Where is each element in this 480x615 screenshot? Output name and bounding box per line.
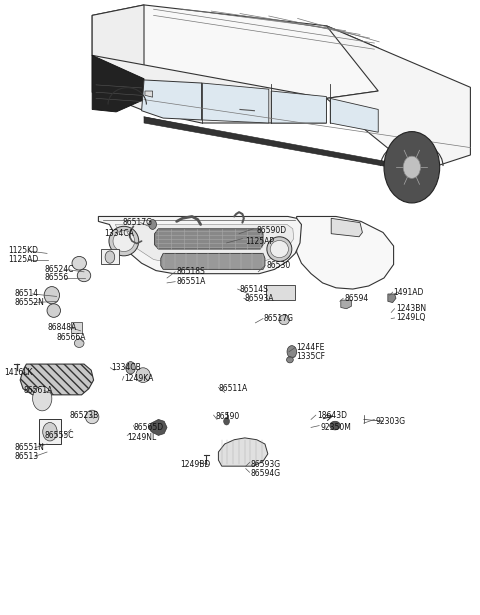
Polygon shape xyxy=(218,438,268,466)
Text: 1334CA: 1334CA xyxy=(105,229,134,238)
Text: 1125KD: 1125KD xyxy=(9,247,38,255)
Ellipse shape xyxy=(267,237,292,261)
Polygon shape xyxy=(92,5,144,79)
Text: 86555C: 86555C xyxy=(44,431,73,440)
Text: 86561A: 86561A xyxy=(23,386,52,395)
Polygon shape xyxy=(271,91,326,123)
Bar xyxy=(266,285,295,300)
Text: 86552N: 86552N xyxy=(14,298,44,307)
Text: 86593A: 86593A xyxy=(245,294,274,303)
Ellipse shape xyxy=(330,421,340,430)
Text: 1249LQ: 1249LQ xyxy=(396,314,425,322)
Text: 1334CB: 1334CB xyxy=(111,363,141,372)
Polygon shape xyxy=(98,216,301,274)
Text: 86551N: 86551N xyxy=(14,443,44,452)
Ellipse shape xyxy=(85,410,99,424)
Text: 92303G: 92303G xyxy=(375,417,406,426)
Text: 1416LK: 1416LK xyxy=(4,368,32,376)
Text: 1249BD: 1249BD xyxy=(180,460,210,469)
Circle shape xyxy=(287,346,297,358)
Text: 86551A: 86551A xyxy=(177,277,206,286)
Text: 86594G: 86594G xyxy=(251,469,281,478)
Ellipse shape xyxy=(72,256,86,270)
Ellipse shape xyxy=(270,240,288,258)
Polygon shape xyxy=(92,55,144,112)
Polygon shape xyxy=(92,55,326,123)
Bar xyxy=(101,249,119,264)
Polygon shape xyxy=(331,218,362,237)
Text: 86566A: 86566A xyxy=(57,333,86,341)
Text: 86594: 86594 xyxy=(345,294,369,303)
Text: 1249NL: 1249NL xyxy=(127,434,156,442)
Circle shape xyxy=(126,362,135,374)
Circle shape xyxy=(224,418,229,425)
Ellipse shape xyxy=(279,315,289,325)
Polygon shape xyxy=(144,117,418,172)
Text: 86590: 86590 xyxy=(215,413,240,421)
Text: 86513: 86513 xyxy=(14,452,38,461)
Text: 18643D: 18643D xyxy=(317,411,347,419)
Text: 86517G: 86517G xyxy=(263,314,293,323)
Ellipse shape xyxy=(287,357,293,363)
Text: 86511A: 86511A xyxy=(218,384,248,393)
Polygon shape xyxy=(341,300,351,309)
Polygon shape xyxy=(145,91,153,97)
Text: 86518S: 86518S xyxy=(177,268,205,276)
Polygon shape xyxy=(202,83,269,123)
Polygon shape xyxy=(155,229,263,249)
Text: 86593G: 86593G xyxy=(251,460,281,469)
Text: 86524C: 86524C xyxy=(44,265,73,274)
Circle shape xyxy=(403,156,420,178)
Text: 1335CF: 1335CF xyxy=(297,352,325,361)
Polygon shape xyxy=(161,253,265,269)
Ellipse shape xyxy=(136,368,150,383)
Text: 1244FE: 1244FE xyxy=(297,343,325,352)
Ellipse shape xyxy=(113,231,134,252)
Ellipse shape xyxy=(74,339,84,347)
Ellipse shape xyxy=(109,226,139,256)
Text: 86848A: 86848A xyxy=(47,323,76,331)
Polygon shape xyxy=(330,98,378,132)
Text: 1249KA: 1249KA xyxy=(124,374,153,383)
Polygon shape xyxy=(20,364,94,395)
Bar xyxy=(39,419,61,444)
Text: 86556: 86556 xyxy=(44,274,69,282)
Text: 86514: 86514 xyxy=(14,290,38,298)
Text: 86517G: 86517G xyxy=(122,218,153,227)
Polygon shape xyxy=(297,216,394,289)
Text: 92350M: 92350M xyxy=(321,423,351,432)
Polygon shape xyxy=(149,419,167,435)
Bar xyxy=(71,322,82,333)
Polygon shape xyxy=(115,224,294,263)
Text: 1125AD: 1125AD xyxy=(9,255,39,264)
Circle shape xyxy=(33,386,52,411)
Circle shape xyxy=(384,132,440,203)
Circle shape xyxy=(105,251,115,263)
Ellipse shape xyxy=(77,269,91,282)
Text: 1125AP: 1125AP xyxy=(245,237,274,245)
Ellipse shape xyxy=(44,287,60,304)
Text: 86590D: 86590D xyxy=(257,226,287,235)
Polygon shape xyxy=(92,5,378,98)
Text: 86565D: 86565D xyxy=(133,423,164,432)
Text: 86523B: 86523B xyxy=(70,411,99,419)
Polygon shape xyxy=(142,80,202,120)
Circle shape xyxy=(149,220,156,229)
Circle shape xyxy=(43,423,57,441)
Ellipse shape xyxy=(47,304,60,317)
Text: 1491AD: 1491AD xyxy=(394,288,424,296)
Text: 1243BN: 1243BN xyxy=(396,304,426,313)
Text: 86530: 86530 xyxy=(266,261,291,270)
Polygon shape xyxy=(326,26,470,172)
Polygon shape xyxy=(388,294,396,303)
Text: 86514S: 86514S xyxy=(239,285,268,293)
